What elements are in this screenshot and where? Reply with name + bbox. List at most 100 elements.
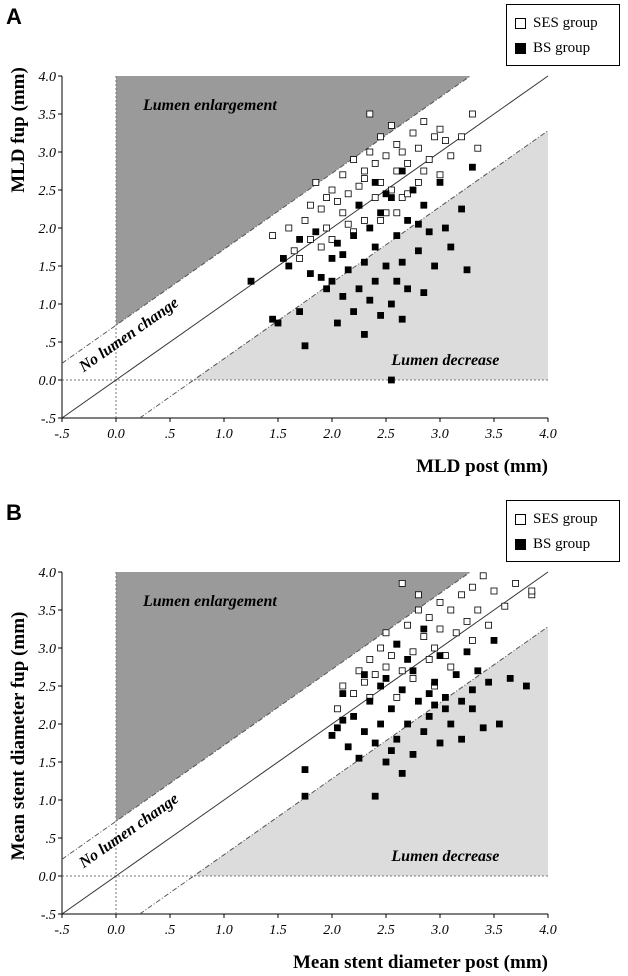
data-point-ses: [468, 636, 476, 644]
x-tick-label: 4.0: [539, 427, 557, 442]
y-tick-label: 0.0: [39, 374, 57, 389]
y-tick-label: 2.0: [39, 222, 57, 237]
data-point-bs: [355, 754, 363, 762]
data-point-bs: [420, 728, 428, 736]
x-tick-label: 2.5: [377, 923, 395, 938]
data-point-ses: [468, 110, 476, 118]
data-point-ses: [436, 125, 444, 133]
data-point-bs: [485, 678, 493, 686]
legend-label-bs: BS group: [533, 39, 591, 56]
data-point-bs: [463, 648, 471, 656]
data-point-ses: [404, 621, 412, 629]
data-point-bs: [355, 201, 363, 209]
data-point-bs: [366, 224, 374, 232]
data-point-ses: [377, 216, 385, 224]
data-point-bs: [468, 686, 476, 694]
data-point-ses: [447, 606, 455, 614]
y-tick-label: 3.0: [38, 146, 57, 161]
x-tick-label: 3.0: [430, 923, 449, 938]
data-point-bs: [431, 701, 439, 709]
y-axis-title: Mean stent diameter fup (mm): [8, 612, 29, 861]
data-point-bs: [393, 232, 401, 240]
data-point-ses: [414, 178, 422, 186]
y-tick-label: 1.0: [39, 794, 57, 809]
data-point-bs: [360, 330, 368, 338]
data-point-bs: [404, 655, 412, 663]
data-point-bs: [339, 690, 347, 698]
data-point-ses: [317, 243, 325, 251]
x-axis-title: Mean stent diameter post (mm): [293, 952, 548, 973]
data-point-ses: [447, 663, 455, 671]
data-point-bs: [296, 235, 304, 243]
data-point-bs: [387, 705, 395, 713]
data-point-bs: [350, 712, 358, 720]
data-point-bs: [339, 292, 347, 300]
data-point-bs: [312, 228, 320, 236]
legend: SES group BS group: [506, 500, 620, 562]
legend-label-bs: BS group: [533, 535, 591, 552]
panel-label: A: [6, 4, 22, 29]
data-point-ses: [306, 201, 314, 209]
data-point-ses: [420, 118, 428, 125]
x-tick-label: 3.0: [430, 427, 449, 442]
data-point-bs: [441, 693, 449, 701]
data-point-bs: [425, 228, 433, 236]
x-tick-label: 1.0: [215, 427, 233, 442]
data-point-ses: [290, 247, 298, 255]
data-point-ses: [366, 110, 374, 118]
data-point-ses: [328, 235, 336, 243]
y-tick-label: 3.5: [38, 108, 57, 123]
data-point-ses: [377, 133, 385, 141]
panel-b: B SES group BS group -.5 -.5 0.0 0.0 .5 .5 1.0…: [0, 496, 628, 976]
data-point-bs: [414, 247, 422, 255]
data-point-bs: [506, 674, 514, 682]
x-tick-label: 2.0: [323, 427, 341, 442]
data-point-bs: [366, 296, 374, 304]
data-point-bs: [458, 205, 466, 213]
data-point-bs: [382, 262, 390, 270]
data-point-bs: [436, 178, 444, 186]
data-point-ses: [420, 167, 428, 175]
data-point-bs: [495, 720, 503, 728]
annotation-lumen-enlargement: Lumen enlargement: [142, 593, 277, 610]
data-point-bs: [360, 728, 368, 736]
data-point-bs: [404, 216, 412, 224]
data-point-bs: [333, 239, 341, 247]
filled-square-icon: [515, 538, 526, 550]
x-axis-title: MLD post (mm): [416, 456, 548, 477]
data-point-bs: [339, 716, 347, 724]
data-point-ses: [425, 655, 433, 663]
data-point-ses: [528, 587, 536, 595]
data-point-ses: [468, 583, 476, 591]
data-point-ses: [382, 663, 390, 671]
data-point-bs: [344, 743, 352, 751]
legend-item-ses: SES group: [515, 508, 598, 530]
data-point-ses: [339, 209, 347, 217]
data-point-bs: [404, 285, 412, 293]
x-tick-label: -.5: [54, 427, 69, 442]
data-point-ses: [458, 133, 466, 141]
data-point-ses: [393, 140, 401, 148]
x-tick-label: .5: [165, 923, 176, 938]
y-tick-label: 2.0: [39, 718, 57, 733]
legend: SES group BS group: [506, 4, 620, 66]
data-point-bs: [333, 319, 341, 327]
data-point-ses: [436, 625, 444, 633]
data-point-bs: [420, 289, 428, 297]
lower-band-line: [139, 626, 549, 915]
data-point-ses: [393, 209, 401, 217]
annotation-lumen-decrease: Lumen decrease: [390, 848, 499, 865]
data-point-ses: [485, 621, 493, 629]
x-tick-label: 3.5: [484, 427, 503, 442]
annotation-lumen-decrease: Lumen decrease: [390, 352, 499, 369]
data-point-bs: [398, 686, 406, 694]
region-enlargement: [116, 572, 471, 822]
y-tick-label: 2.5: [39, 184, 57, 199]
data-point-bs: [382, 758, 390, 766]
data-point-bs: [377, 209, 385, 217]
data-point-bs: [350, 232, 358, 240]
data-point-bs: [387, 376, 395, 384]
data-point-bs: [441, 224, 449, 232]
data-point-bs: [377, 682, 385, 690]
data-point-bs: [490, 636, 498, 644]
